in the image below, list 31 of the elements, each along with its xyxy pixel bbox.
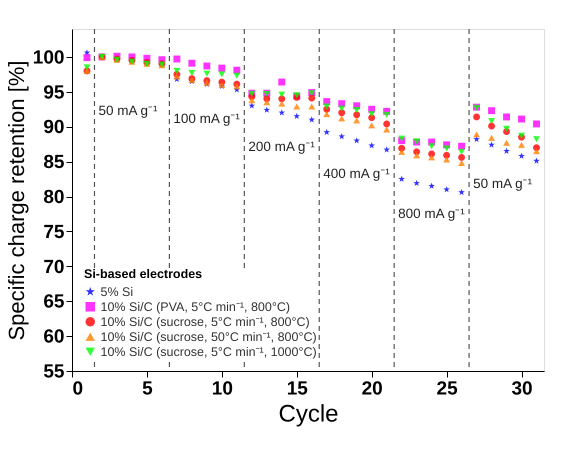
- y-tick-label: 65: [43, 292, 65, 313]
- x-tick-label: 15: [286, 378, 308, 400]
- annotation: 200 mA g⁻¹: [248, 139, 316, 154]
- y-axis-title: Specific charge retention [%]: [4, 60, 29, 341]
- x-tick-label: 25: [436, 378, 458, 400]
- y-tick-label: 90: [43, 117, 64, 138]
- y-tick-label: 75: [43, 222, 65, 243]
- legend-label: 5% Si: [100, 284, 134, 299]
- annotation: 50 mA g⁻¹: [473, 176, 533, 191]
- legend-title: Si-based electrodes: [84, 267, 202, 281]
- x-tick-label: 20: [362, 378, 383, 400]
- y-tick-label: 85: [43, 152, 65, 174]
- legend-label: 10% Si/C (sucrose, 5°C min⁻¹, 1000°C): [100, 344, 317, 359]
- y-tick-label: 55: [43, 362, 65, 382]
- y-tick-label: 80: [43, 187, 64, 208]
- annotation: 50 mA g⁻¹: [98, 103, 158, 118]
- annotation: 100 mA g⁻¹: [173, 111, 240, 126]
- legend-label: 10% Si/C (sucrose, 5°C min⁻¹, 800°C): [100, 314, 310, 329]
- x-tick-label: 5: [142, 378, 154, 400]
- x-tick-label: 10: [212, 378, 233, 400]
- y-tick-label: 95: [43, 82, 65, 104]
- y-tick-label: 70: [43, 256, 64, 278]
- legend-label: 10% Si/C (sucrose, 50°C min⁻¹, 800°C): [100, 330, 317, 344]
- legend-label: 10% Si/C (PVA, 5°C min⁻¹, 800°C): [100, 300, 290, 314]
- y-tick-label: 60: [43, 326, 64, 348]
- x-axis-title: Cycle: [278, 400, 339, 428]
- annotation: 400 mA g⁻¹: [323, 166, 390, 181]
- x-tick-label: 30: [511, 378, 533, 400]
- annotation: 800 mA g⁻¹: [398, 206, 466, 221]
- x-tick-label: 0: [72, 378, 84, 400]
- y-tick-label: 100: [32, 47, 64, 68]
